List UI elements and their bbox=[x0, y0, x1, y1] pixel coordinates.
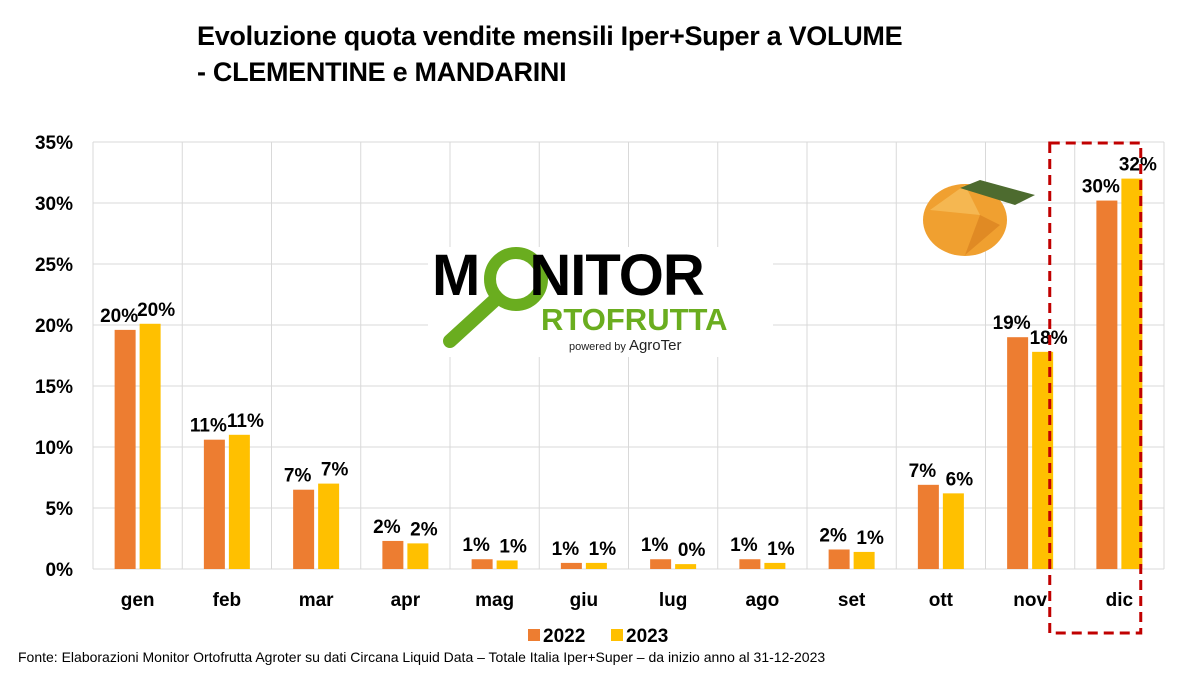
bar-2022 bbox=[917, 484, 939, 569]
legend-swatch-2023 bbox=[611, 629, 623, 641]
data-label-2023: 20% bbox=[137, 300, 175, 321]
data-label-2023: 1% bbox=[589, 539, 617, 560]
data-label-2023: 0% bbox=[678, 540, 706, 561]
data-label-2022: 1% bbox=[641, 535, 669, 556]
data-label-2023: 1% bbox=[767, 539, 795, 560]
data-label-2023: 7% bbox=[321, 460, 349, 481]
x-tick-label: feb bbox=[213, 590, 242, 611]
data-label-2023: 2% bbox=[410, 519, 438, 540]
bar-2022 bbox=[560, 562, 582, 569]
bar-2023 bbox=[1121, 178, 1143, 569]
x-tick-label: ago bbox=[745, 590, 779, 611]
data-label-2022: 1% bbox=[730, 535, 758, 556]
y-tick-label: 15% bbox=[35, 377, 73, 398]
bar-2023 bbox=[228, 434, 250, 569]
legend-label-2023: 2023 bbox=[626, 626, 668, 647]
bar-2023 bbox=[942, 493, 964, 569]
bar-2023 bbox=[585, 562, 607, 569]
title-line-2: - CLEMENTINE e MANDARINI bbox=[197, 57, 567, 87]
bar-2023 bbox=[407, 543, 429, 569]
data-label-2022: 1% bbox=[462, 535, 490, 556]
bar-2023 bbox=[853, 551, 875, 569]
y-tick-label: 5% bbox=[46, 499, 74, 520]
y-tick-label: 35% bbox=[35, 133, 73, 154]
data-label-2022: 2% bbox=[373, 517, 401, 538]
bar-2022 bbox=[1007, 337, 1029, 569]
y-tick-label: 0% bbox=[46, 560, 74, 581]
bar-2022 bbox=[739, 559, 761, 569]
data-label-2022: 2% bbox=[819, 525, 847, 546]
y-tick-label: 10% bbox=[35, 438, 73, 459]
bar-2022 bbox=[650, 559, 672, 569]
x-tick-label: gen bbox=[121, 590, 155, 611]
x-tick-label: set bbox=[838, 590, 866, 611]
bar-2023 bbox=[496, 560, 518, 569]
data-label-2022: 11% bbox=[190, 416, 227, 437]
data-label-2023: 1% bbox=[499, 536, 527, 557]
bar-2023 bbox=[1032, 351, 1054, 569]
x-tick-label: mar bbox=[299, 590, 334, 611]
y-tick-label: 25% bbox=[35, 255, 73, 276]
bar-2022 bbox=[382, 540, 404, 569]
mandarin-icon bbox=[923, 180, 1035, 256]
y-tick-label: 30% bbox=[35, 194, 73, 215]
data-label-2023: 32% bbox=[1119, 155, 1157, 176]
data-label-2023: 1% bbox=[856, 528, 884, 549]
data-label-2023: 6% bbox=[946, 469, 974, 490]
bar-2023 bbox=[139, 323, 161, 569]
x-tick-label: dic bbox=[1106, 590, 1134, 611]
title-line-1: Evoluzione quota vendite mensili Iper+Su… bbox=[197, 21, 903, 51]
data-label-2022: 7% bbox=[909, 461, 937, 482]
data-label-2023: 11% bbox=[227, 411, 264, 432]
legend-swatch-2022 bbox=[528, 629, 540, 641]
x-tick-label: ott bbox=[929, 590, 954, 611]
highlight-box bbox=[1048, 141, 1143, 635]
legend-label-2022: 2022 bbox=[543, 626, 585, 647]
data-label-2022: 20% bbox=[100, 306, 138, 327]
bar-2023 bbox=[318, 483, 340, 569]
x-tick-label: apr bbox=[391, 590, 421, 611]
bar-2022 bbox=[293, 489, 315, 569]
x-tick-label: lug bbox=[659, 590, 688, 611]
bar-2022 bbox=[1096, 200, 1118, 569]
y-tick-label: 20% bbox=[35, 316, 73, 337]
chart-title: Evoluzione quota vendite mensili Iper+Su… bbox=[197, 18, 903, 90]
logo-powered: powered by AgroTer bbox=[569, 337, 682, 354]
magnifier-icon bbox=[443, 247, 548, 348]
bar-2022 bbox=[203, 439, 225, 569]
logo-ortofrutta: RTOFRUTTA bbox=[541, 302, 728, 337]
bar-2022 bbox=[114, 329, 136, 569]
bar-2023 bbox=[764, 562, 786, 569]
data-label-2022: 30% bbox=[1082, 177, 1120, 198]
bar-2022 bbox=[828, 549, 850, 569]
data-label-2022: 19% bbox=[993, 313, 1031, 334]
x-tick-label: giu bbox=[570, 590, 599, 611]
x-tick-label: nov bbox=[1013, 590, 1047, 611]
x-tick-label: mag bbox=[475, 590, 514, 611]
bar-2022 bbox=[471, 559, 493, 569]
monitor-ortofrutta-logo: M NITOR RTOFRUTTA powered by AgroTer bbox=[428, 247, 773, 357]
logo-monitor: M NITOR bbox=[432, 243, 705, 308]
source-note: Fonte: Elaborazioni Monitor Ortofrutta A… bbox=[18, 649, 826, 665]
bar-2023 bbox=[675, 564, 697, 569]
data-label-2022: 1% bbox=[552, 539, 580, 560]
data-label-2022: 7% bbox=[284, 466, 312, 487]
